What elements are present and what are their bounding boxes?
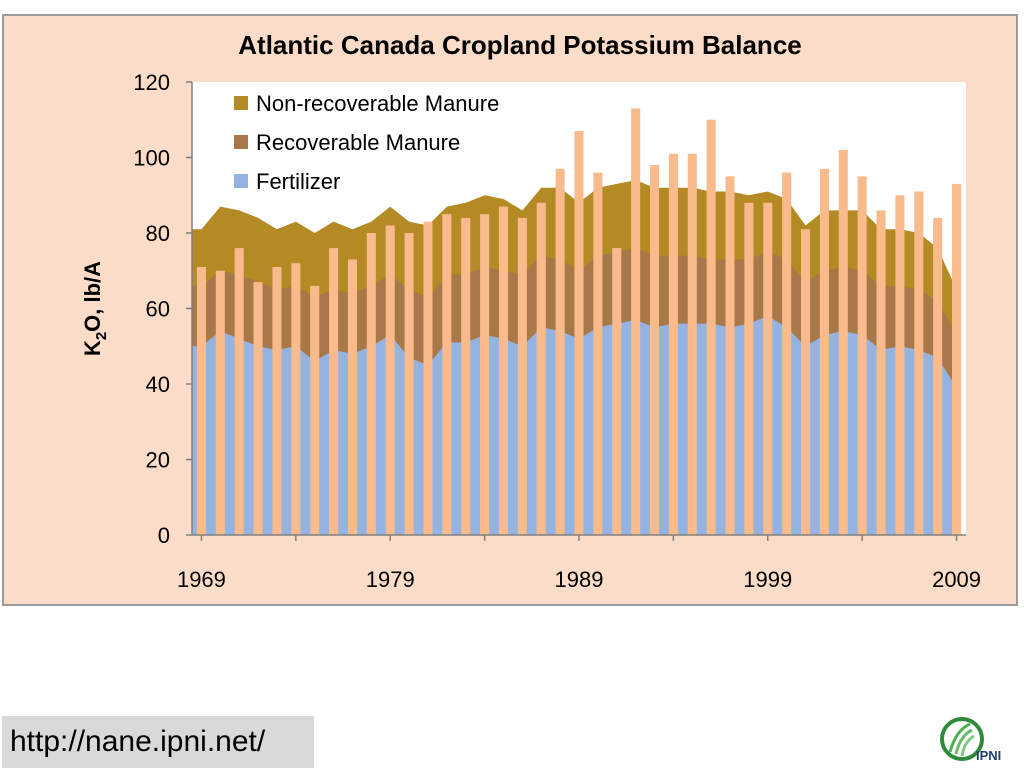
bar-1975 xyxy=(310,285,320,535)
bar-2002 xyxy=(819,168,829,535)
bar-2001 xyxy=(801,229,811,535)
y-tick-label-80: 80 xyxy=(146,221,170,246)
bar-2006 xyxy=(895,195,905,535)
x-tick-label-1999: 1999 xyxy=(743,567,792,592)
bar-1997 xyxy=(725,176,735,535)
legend-swatch-non-recoverable-manure xyxy=(234,96,248,110)
bar-1980 xyxy=(404,233,414,535)
bar-2004 xyxy=(857,176,867,535)
source-url[interactable]: http://nane.ipni.net/ xyxy=(2,716,314,768)
bar-1969 xyxy=(196,266,206,535)
y-tick-label-120: 120 xyxy=(133,70,170,95)
ipni-logo: IPNI xyxy=(940,717,1001,763)
bar-1996 xyxy=(706,119,716,535)
bar-1981 xyxy=(423,221,433,536)
bar-2003 xyxy=(838,149,848,535)
logo-text: IPNI xyxy=(976,748,1001,763)
bar-1993 xyxy=(649,165,660,536)
legend-swatch-recoverable-manure xyxy=(234,135,248,149)
bar-1988 xyxy=(555,168,565,535)
bar-1989 xyxy=(574,131,584,535)
bar-1999 xyxy=(763,202,773,536)
bar-1973 xyxy=(272,266,282,535)
bar-2007 xyxy=(914,191,924,535)
y-tick-label-60: 60 xyxy=(146,297,170,322)
bar-1991 xyxy=(612,248,622,535)
bar-2008 xyxy=(933,217,943,535)
bar-1983 xyxy=(461,217,471,535)
bar-1994 xyxy=(668,153,678,535)
x-tick-label-1979: 1979 xyxy=(366,567,415,592)
bar-1986 xyxy=(517,217,527,535)
bar-1976 xyxy=(329,248,339,535)
chart: 0 20 40 60 80 100 120 1969 1979 1989 1999 2009 Atlan… xyxy=(80,30,981,592)
bar-1995 xyxy=(687,153,697,535)
bar-1985 xyxy=(498,206,509,535)
bar-1979 xyxy=(385,225,395,535)
bar-1982 xyxy=(442,214,452,535)
logo-ring-icon xyxy=(940,717,984,761)
bar-1992 xyxy=(631,108,641,536)
y-tick-label-20: 20 xyxy=(146,448,170,473)
x-tick-label-1989: 1989 xyxy=(555,567,604,592)
y-axis-label: K2O, lb/A xyxy=(80,261,110,356)
bar-1978 xyxy=(366,233,376,535)
bar-2005 xyxy=(876,210,886,535)
bar-1990 xyxy=(593,172,603,535)
bar-2000 xyxy=(782,172,792,535)
chart-title: Atlantic Canada Cropland Potassium Balan… xyxy=(238,30,801,60)
legend-label-fertilizer: Fertilizer xyxy=(256,169,340,194)
bar-1998 xyxy=(744,202,754,536)
bar-1987 xyxy=(536,202,546,536)
y-tick-label-40: 40 xyxy=(146,372,170,397)
chart-frame: 0 20 40 60 80 100 120 1969 1979 1989 1999 2009 Atlan… xyxy=(2,14,1018,606)
legend-label-recoverable-manure: Recoverable Manure xyxy=(256,130,460,155)
x-tick-label-2009: 2009 xyxy=(932,567,981,592)
bar-1974 xyxy=(291,263,301,535)
bar-1970 xyxy=(215,270,225,535)
y-tick-label-0: 0 xyxy=(158,523,170,548)
y-tick-label-100: 100 xyxy=(133,146,170,171)
bar-1984 xyxy=(480,214,490,535)
bar-2009 xyxy=(952,183,962,536)
legend-swatch-fertilizer xyxy=(234,174,248,188)
legend-label-non-recoverable-manure: Non-recoverable Manure xyxy=(256,91,499,116)
x-tick-label-1969: 1969 xyxy=(177,567,226,592)
bar-1971 xyxy=(234,248,244,535)
bar-1972 xyxy=(253,282,263,535)
bar-1977 xyxy=(347,259,357,535)
